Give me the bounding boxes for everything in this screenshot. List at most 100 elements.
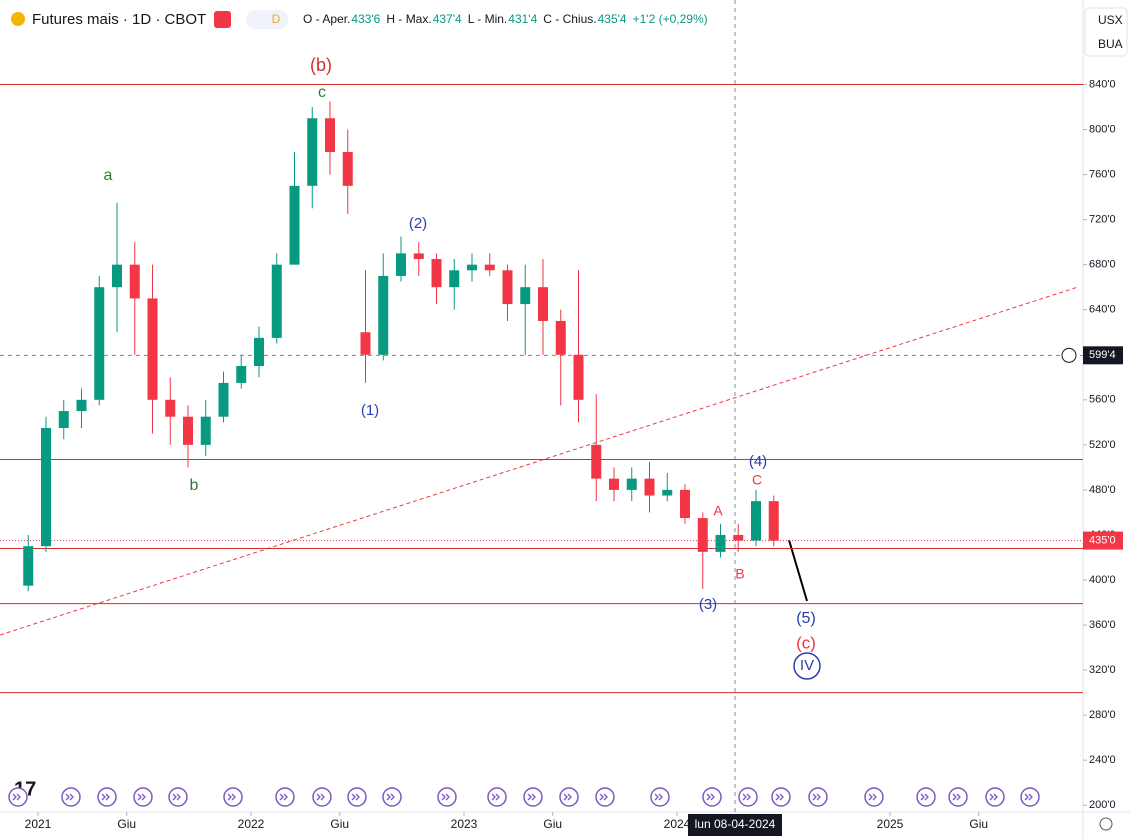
wave-label: (3): [699, 596, 717, 613]
wave-label: (1): [361, 402, 379, 419]
wave-label: (2): [409, 215, 427, 232]
event-icon[interactable]: [948, 787, 968, 807]
candle-body: [467, 264, 477, 271]
settings-icon[interactable]: [1099, 817, 1113, 831]
candle-body: [573, 354, 584, 400]
event-icon[interactable]: [97, 787, 117, 807]
candle-body: [733, 534, 744, 541]
y-tick-label: 640'0: [1089, 304, 1116, 316]
event-icon[interactable]: [275, 787, 295, 807]
event-icon-arrow: [1024, 793, 1033, 801]
crosshair-plus: [1061, 347, 1077, 363]
event-icon-arrow: [12, 793, 21, 801]
candle-body: [218, 382, 229, 417]
event-icon[interactable]: [312, 787, 332, 807]
candle-body: [697, 518, 708, 552]
x-tick-label: 2025: [877, 817, 904, 831]
legend-value: 437'4: [433, 12, 462, 26]
event-icon-arrow: [227, 793, 236, 801]
candle-body: [94, 287, 105, 400]
candle-body: [254, 337, 264, 367]
event-icon-arrow: [989, 793, 998, 801]
event-icon[interactable]: [347, 787, 367, 807]
candle-body: [112, 264, 122, 288]
event-icon[interactable]: [1020, 787, 1040, 807]
candle-body: [325, 118, 335, 153]
event-icon[interactable]: [808, 787, 828, 807]
wave-label: (b): [310, 55, 332, 75]
event-icon[interactable]: [168, 787, 188, 807]
wave-label: B: [735, 566, 744, 582]
event-icon[interactable]: [916, 787, 936, 807]
candle-body: [378, 275, 389, 355]
event-icon[interactable]: [61, 787, 81, 807]
y-tick-label: 720'0: [1089, 214, 1116, 226]
flag[interactable]: [214, 11, 231, 28]
event-icon[interactable]: [738, 787, 758, 807]
legend-value: 433'6: [351, 12, 380, 26]
wave-label: A: [713, 503, 723, 519]
candle-body: [591, 444, 602, 479]
event-icon-arrow: [441, 793, 450, 801]
y-tick-label: 240'0: [1089, 754, 1116, 766]
y-tick-label: 480'0: [1089, 484, 1116, 496]
event-icon-arrow: [868, 793, 877, 801]
event-icon-arrow: [351, 793, 360, 801]
candle-body: [23, 546, 34, 586]
legend-value: 431'4: [508, 12, 537, 26]
candle-body: [165, 399, 176, 417]
candle-body: [626, 478, 637, 490]
unit-box[interactable]: [1084, 7, 1128, 57]
candle-body: [751, 501, 761, 541]
candle-body: [342, 152, 353, 186]
projection-line: [788, 539, 808, 602]
candle-body: [236, 366, 247, 383]
y-tick-label: 680'0: [1089, 259, 1116, 271]
symbol-icon: [11, 12, 25, 26]
event-icon[interactable]: [8, 787, 28, 807]
candle-body: [715, 534, 726, 552]
candle-body: [129, 264, 140, 299]
event-icon[interactable]: [771, 787, 791, 807]
chart-title: Futures mais · 1D · CBOT: [32, 11, 206, 28]
y-tick-label: 360'0: [1089, 619, 1116, 631]
event-icon-arrow: [527, 793, 536, 801]
event-icon-arrow: [599, 793, 608, 801]
crosshair-date-label: lun 08-04-2024: [695, 817, 776, 831]
event-icon[interactable]: [437, 787, 457, 807]
event-icon[interactable]: [702, 787, 722, 807]
event-icon[interactable]: [559, 787, 579, 807]
candle-body: [768, 501, 779, 541]
x-tick-label: 2024: [664, 817, 691, 831]
candle-body: [360, 332, 371, 355]
wave-label: a: [104, 167, 113, 184]
last-price-label: 435'0: [1089, 534, 1116, 546]
candle-body: [183, 416, 193, 445]
event-icon[interactable]: [595, 787, 615, 807]
y-tick-label: 840'0: [1089, 78, 1116, 90]
event-icon[interactable]: [523, 787, 543, 807]
wave-label: c: [318, 84, 326, 101]
legend-value: 435'4: [598, 12, 627, 26]
candle-body: [449, 270, 460, 288]
event-icon[interactable]: [133, 787, 153, 807]
legend-label: C - Chius.: [543, 12, 596, 26]
candle-body: [662, 489, 673, 496]
event-icon[interactable]: [650, 787, 670, 807]
event-icon[interactable]: [382, 787, 402, 807]
x-tick-label: Giu: [969, 817, 988, 831]
event-icon[interactable]: [223, 787, 243, 807]
candle-body: [609, 478, 619, 490]
event-icon-arrow: [137, 793, 146, 801]
wave-label: (c): [796, 633, 816, 652]
event-icon[interactable]: [487, 787, 507, 807]
event-icon-arrow: [491, 793, 500, 801]
wave-label: IV: [800, 657, 814, 674]
event-icon[interactable]: [864, 787, 884, 807]
badge-box[interactable]: [246, 10, 288, 29]
badge: D: [272, 12, 281, 26]
candle-body: [644, 478, 655, 496]
candle-body: [147, 298, 158, 400]
event-icon[interactable]: [985, 787, 1005, 807]
